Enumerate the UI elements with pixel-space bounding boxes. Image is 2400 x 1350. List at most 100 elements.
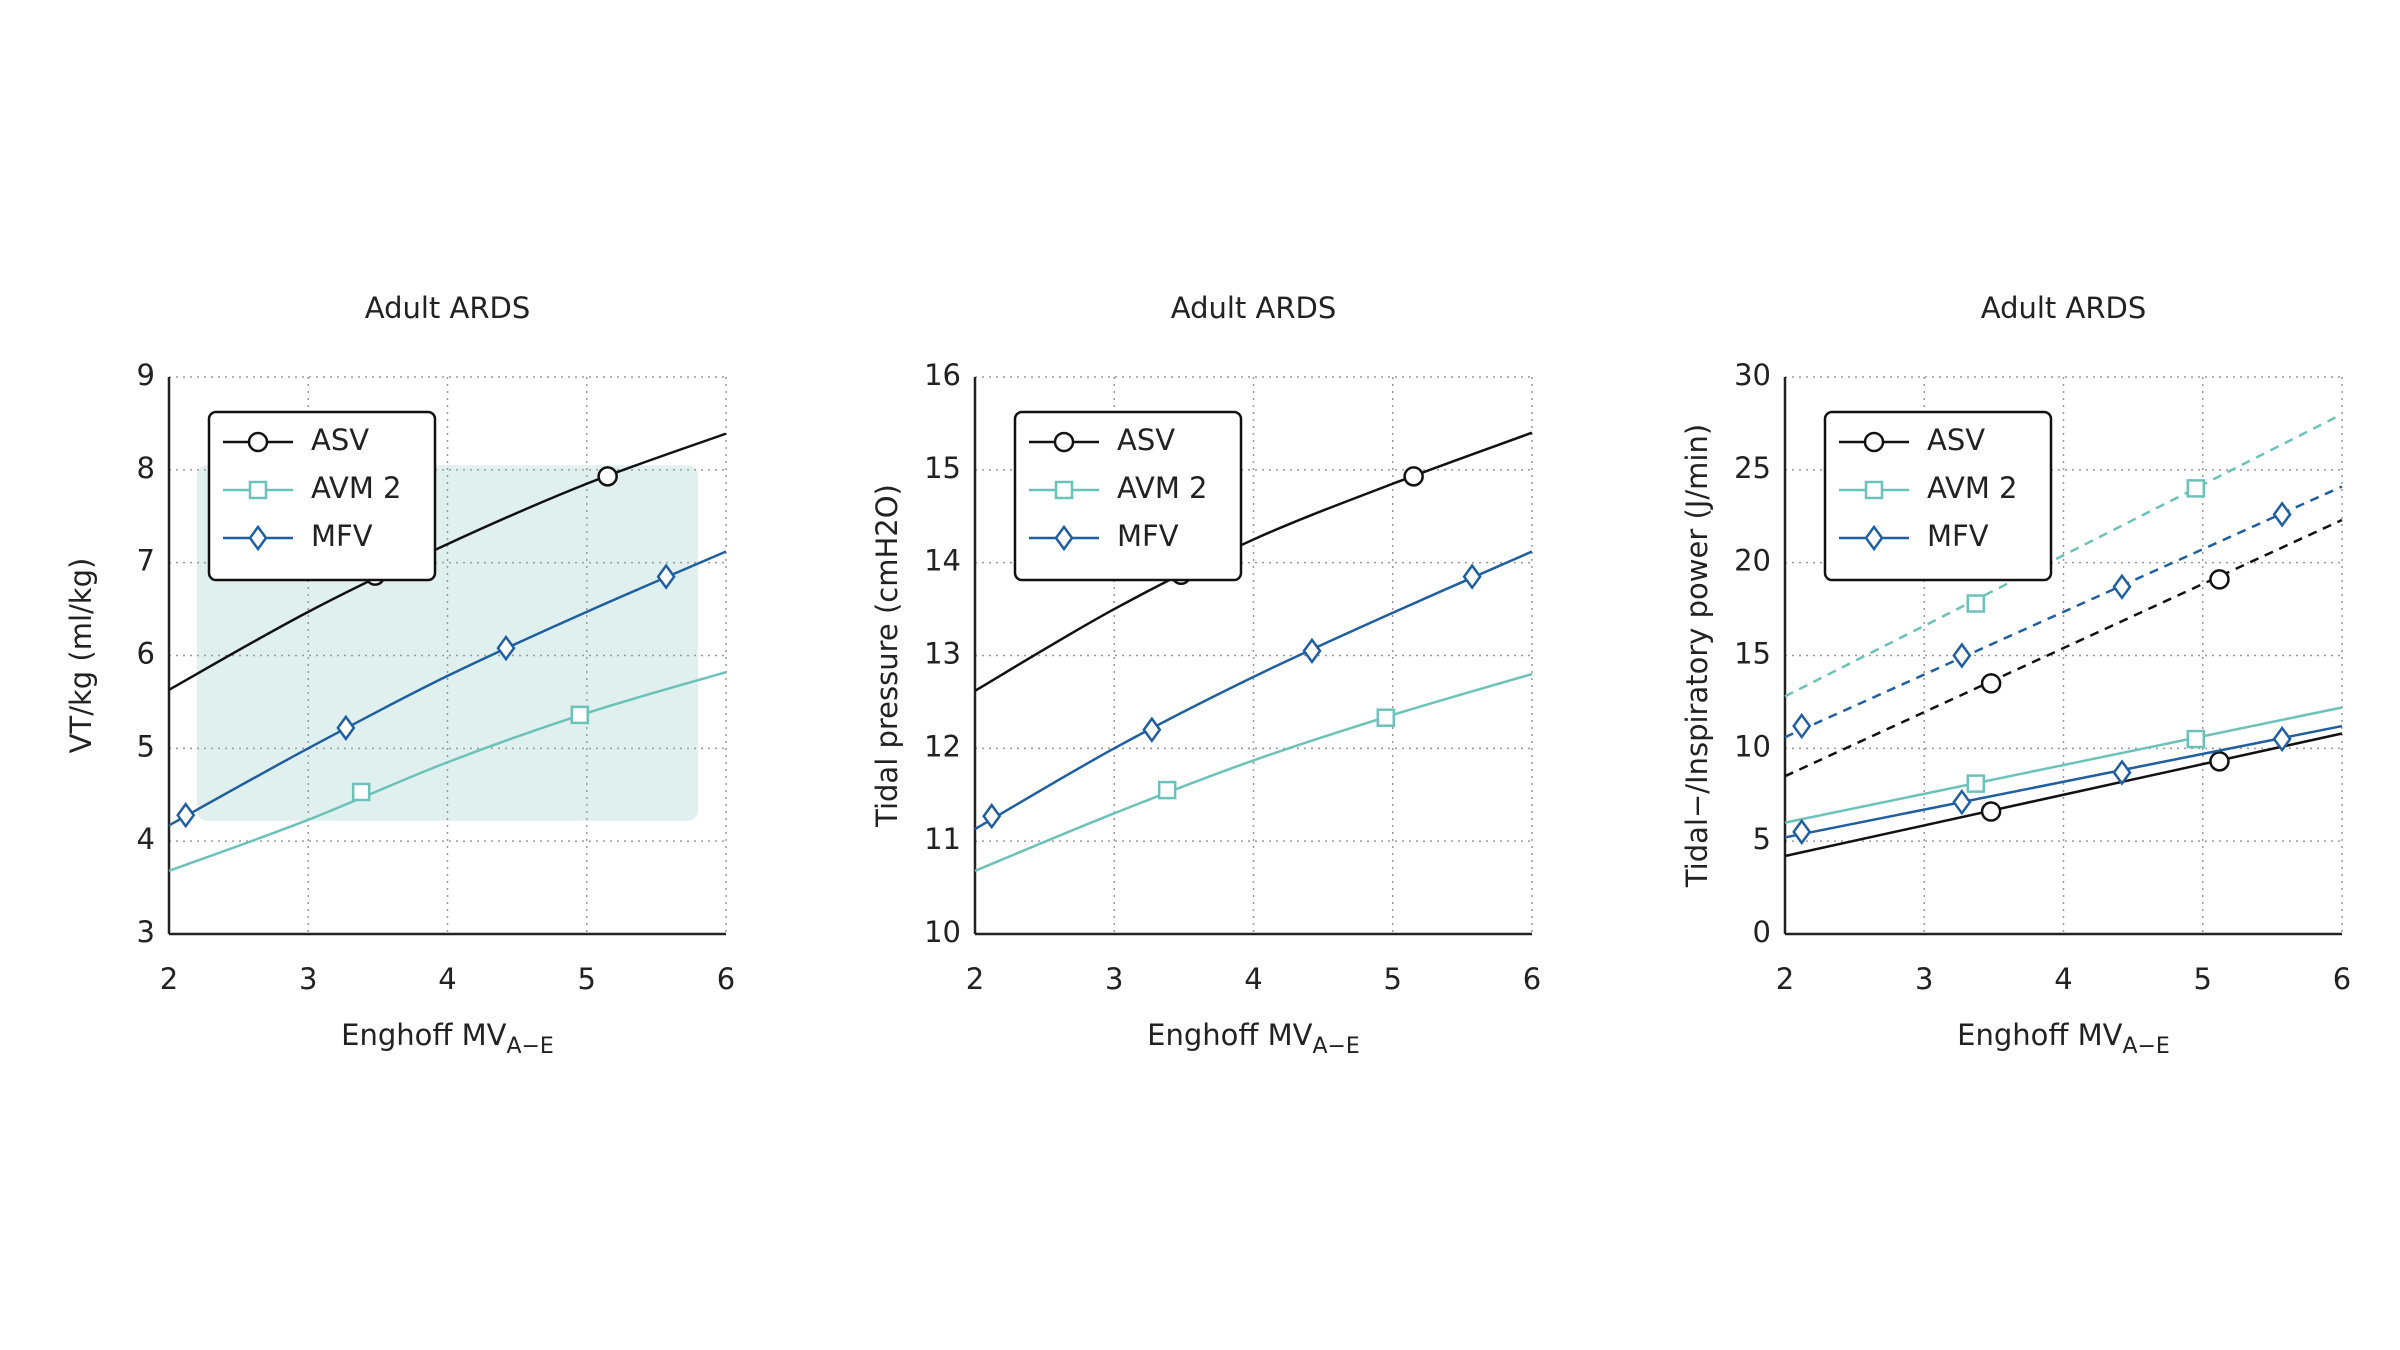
marker: [176, 802, 196, 829]
y-tick-label: 3: [137, 915, 155, 949]
y-tick-label: 30: [1734, 358, 1771, 392]
y-tick-label: 15: [1734, 637, 1771, 671]
legend-label: AVM 2: [1117, 471, 1208, 505]
x-tick-label: 3: [1105, 962, 1123, 996]
marker: [656, 563, 676, 590]
marker: [1053, 431, 1075, 453]
marker: [1403, 466, 1424, 487]
x-tick-label: 2: [160, 962, 178, 996]
marker: [597, 466, 618, 487]
x-axis-label-text: Enghoff MV: [1957, 1018, 2122, 1052]
marker: [1952, 642, 1972, 669]
x-tick-label: 4: [1244, 962, 1262, 996]
chart-title: Adult ARDS: [1981, 291, 2147, 325]
marker: [1864, 480, 1884, 500]
marker: [2272, 725, 2292, 753]
series-line: [168, 550, 727, 827]
y-tick-label: 15: [924, 451, 961, 485]
series-line: [974, 672, 1533, 873]
y-tick-label: 14: [924, 544, 961, 578]
subplot: Adult ARDS 2 3 4 5 6 0 5 10 15 20 25 30 Enghoff MVA−E…: [1680, 291, 2351, 1059]
y-axis-label: VT/kg (ml/kg): [64, 558, 98, 754]
x-tick-label: 5: [2194, 962, 2212, 996]
y-tick-label: 13: [924, 637, 961, 671]
y-tick-label: 5: [1753, 822, 1771, 856]
x-axis-label-text: Enghoff MV: [341, 1018, 506, 1052]
marker: [1376, 708, 1396, 727]
series-line: [168, 671, 727, 873]
series-line: [168, 432, 727, 691]
x-axis-label: Enghoff MVA−E: [1957, 1018, 2170, 1059]
x-tick-label: 5: [578, 962, 596, 996]
x-tick-label: 3: [1915, 962, 1933, 996]
marker: [2209, 751, 2230, 772]
marker: [1142, 716, 1162, 743]
marker: [336, 714, 356, 742]
marker: [1863, 431, 1885, 453]
marker: [1966, 594, 1986, 613]
legend: ASV AVM 2 MFV: [1823, 410, 2053, 582]
x-tick-label: 4: [438, 962, 456, 996]
legend: ASV AVM 2 MFV: [1013, 410, 1243, 582]
legend-label: ASV: [311, 423, 369, 457]
y-axis-label: Tidal−/Inspiratory power (J/min): [1680, 424, 1714, 888]
legend-label: MFV: [311, 519, 373, 553]
series-line: [1784, 732, 2343, 858]
series-line: [974, 550, 1533, 831]
y-tick-label: 20: [1734, 544, 1771, 578]
x-tick-label: 2: [966, 962, 984, 996]
y-axis-label: Tidal pressure (cmH2O): [870, 484, 904, 828]
marker: [1054, 524, 1074, 552]
marker: [496, 634, 516, 662]
marker: [1952, 789, 1972, 816]
marker: [248, 524, 268, 552]
x-axis-label: Enghoff MVA−E: [341, 1018, 554, 1059]
marker: [1792, 818, 1812, 846]
legend-label: MFV: [1117, 519, 1179, 553]
marker: [248, 480, 268, 500]
legend-label: ASV: [1927, 423, 1985, 457]
y-tick-label: 12: [924, 729, 961, 763]
y-tick-label: 7: [137, 544, 155, 578]
y-tick-label: 10: [924, 915, 961, 949]
legend-label: MFV: [1927, 519, 1989, 553]
marker: [1966, 774, 1986, 793]
x-tick-label: 6: [1523, 962, 1541, 996]
x-tick-label: 4: [2054, 962, 2072, 996]
chart-title: Adult ARDS: [365, 291, 531, 325]
legend-label: AVM 2: [311, 471, 402, 505]
marker: [1980, 673, 2002, 694]
x-tick-label: 6: [717, 962, 735, 996]
y-tick-label: 16: [924, 358, 961, 392]
x-axis-label-text: Enghoff MV: [1147, 1018, 1312, 1052]
series-line: [1784, 413, 2343, 698]
marker: [982, 802, 1002, 830]
y-tick-label: 4: [137, 822, 155, 856]
marker: [2112, 759, 2132, 786]
y-tick-label: 11: [924, 822, 961, 856]
x-axis-label-subscript: A−E: [1312, 1034, 1359, 1059]
marker: [2186, 729, 2206, 749]
x-axis-label: Enghoff MVA−E: [1147, 1018, 1360, 1059]
marker: [247, 431, 269, 453]
y-tick-label: 9: [137, 358, 155, 392]
marker: [1302, 637, 1322, 664]
x-tick-label: 2: [1776, 962, 1794, 996]
legend: ASV AVM 2 MFV: [207, 410, 437, 582]
marker: [2272, 501, 2292, 528]
marker: [1864, 524, 1884, 552]
x-tick-label: 6: [2333, 962, 2351, 996]
marker: [1054, 480, 1074, 500]
series-line: [974, 431, 1533, 692]
marker: [351, 782, 371, 802]
y-tick-label: 0: [1753, 915, 1771, 949]
series-line: [1784, 706, 2343, 824]
marker: [2209, 569, 2230, 590]
x-axis-label-subscript: A−E: [506, 1034, 553, 1059]
marker: [1157, 780, 1177, 800]
marker: [1792, 712, 1812, 740]
x-axis-label-subscript: A−E: [2122, 1034, 2169, 1059]
legend-label: AVM 2: [1927, 471, 2018, 505]
